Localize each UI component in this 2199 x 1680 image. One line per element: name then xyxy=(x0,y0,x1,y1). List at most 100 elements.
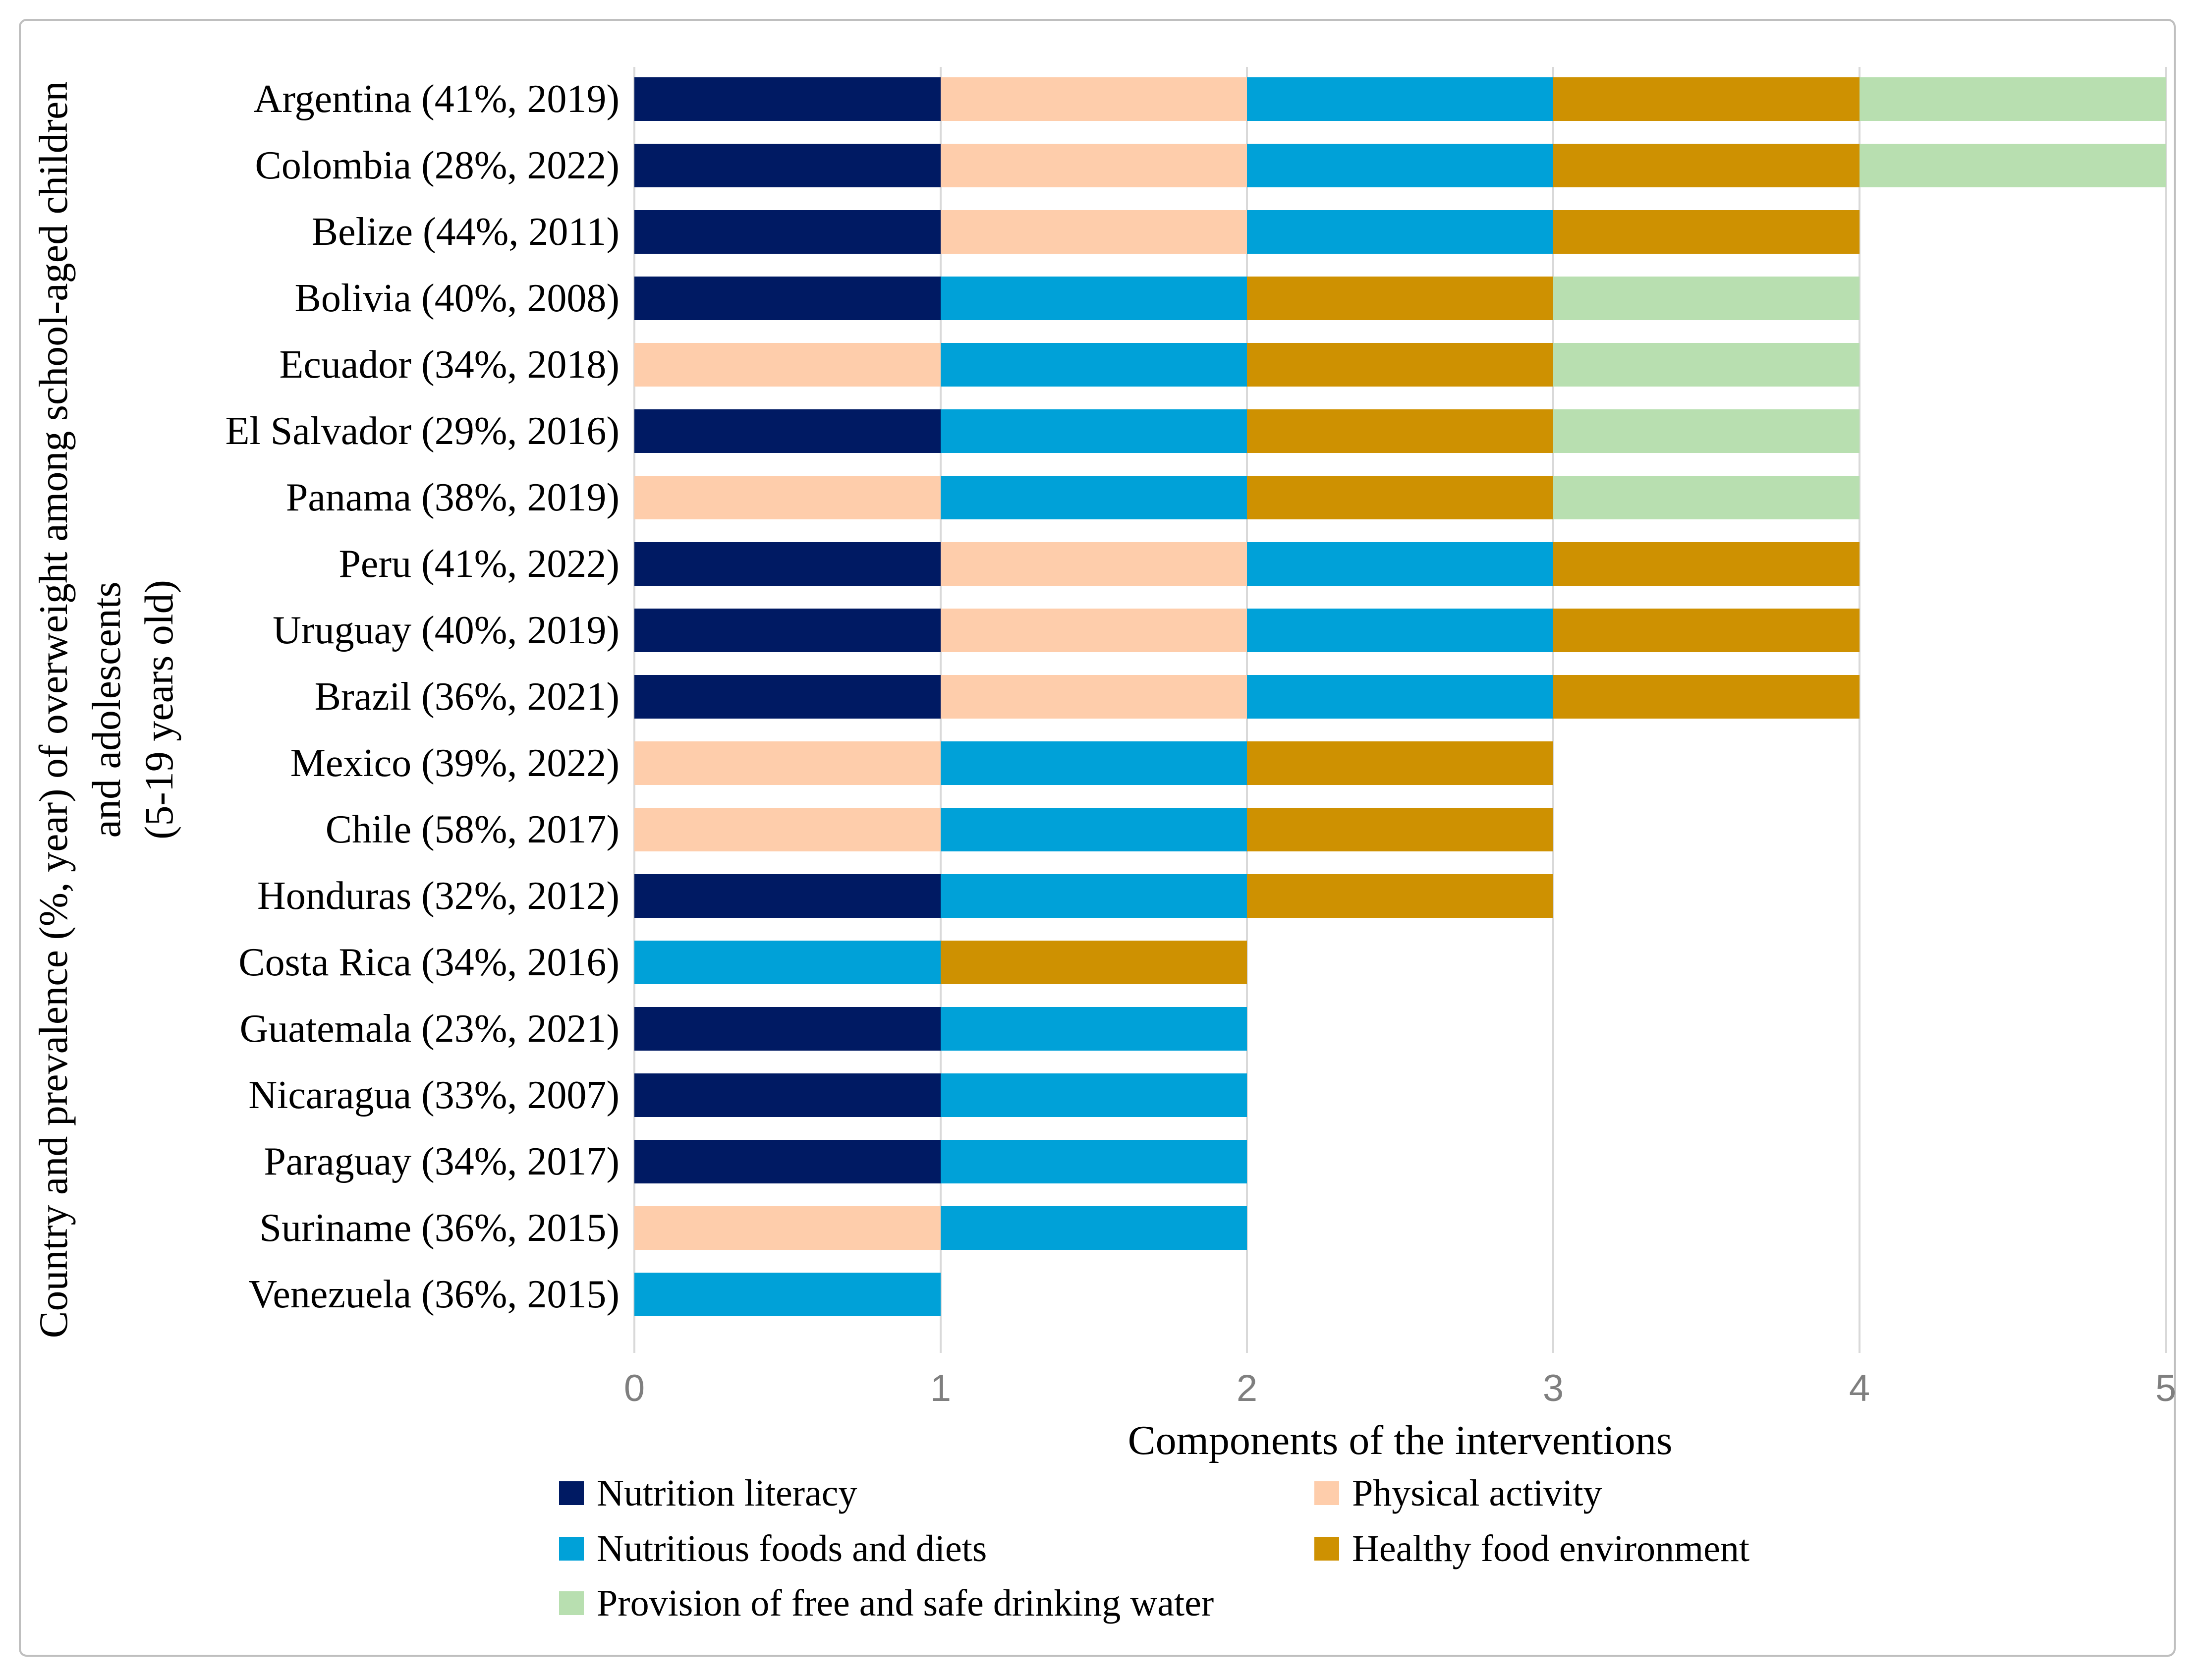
bar-segment-nutrition_literacy xyxy=(634,1007,941,1051)
bar-segment-nutrition_literacy xyxy=(634,675,941,719)
bar-segment-nutritious_foods xyxy=(941,1007,1247,1051)
x-tick-label: 0 xyxy=(623,1367,645,1409)
bar-segment-nutritious_foods xyxy=(941,277,1247,320)
category-label: Colombia (28%, 2022) xyxy=(255,143,620,187)
category-label: Ecuador (34%, 2018) xyxy=(279,342,620,387)
legend-item-physical_activity: Physical activity xyxy=(1314,1468,1602,1518)
legend-item-healthy_food_env: Healthy food environment xyxy=(1314,1524,1749,1573)
x-tick-label: 1 xyxy=(930,1367,952,1409)
bar-segment-physical_activity xyxy=(941,210,1247,254)
legend-label: Nutrition literacy xyxy=(597,1472,857,1514)
bar-segment-healthy_food_env xyxy=(1247,343,1553,387)
legend-item-nutrition_literacy: Nutrition literacy xyxy=(559,1468,857,1518)
bar-segment-physical_activity xyxy=(941,675,1247,719)
bar-segment-physical_activity xyxy=(941,609,1247,652)
legend-label: Nutritious foods and diets xyxy=(597,1527,987,1569)
bar-segment-nutritious_foods xyxy=(941,1140,1247,1183)
legend-label: Healthy food environment xyxy=(1352,1527,1750,1569)
legend-item-drinking_water: Provision of free and safe drinking wate… xyxy=(559,1578,1214,1628)
x-tick-label: 2 xyxy=(1236,1367,1258,1409)
bar-segment-nutrition_literacy xyxy=(634,1140,941,1183)
bar-segment-drinking_water xyxy=(1553,409,1860,453)
bar-segment-nutrition_literacy xyxy=(634,144,941,187)
bar-segment-nutritious_foods xyxy=(1247,210,1553,254)
bar-segment-nutrition_literacy xyxy=(634,409,941,453)
bar-segment-nutritious_foods xyxy=(941,874,1247,918)
bar-segment-drinking_water xyxy=(1860,77,2166,121)
bar-segment-healthy_food_env xyxy=(1247,874,1553,918)
x-tick-label: 4 xyxy=(1849,1367,1870,1409)
bar-segment-healthy_food_env xyxy=(1553,77,1860,121)
bar-segment-nutritious_foods xyxy=(1247,675,1553,719)
x-axis-title: Components of the interventions xyxy=(1128,1417,1673,1463)
bar-segment-nutritious_foods xyxy=(941,343,1247,387)
category-label: Paraguay (34%, 2017) xyxy=(264,1139,620,1183)
x-tick-label: 5 xyxy=(2155,1367,2177,1409)
bar-segment-nutritious_foods xyxy=(941,741,1247,785)
category-label: Costa Rica (34%, 2016) xyxy=(238,940,620,984)
legend-swatch-physical_activity xyxy=(1314,1481,1339,1505)
legend-label: Physical activity xyxy=(1352,1472,1602,1514)
bar-segment-nutritious_foods xyxy=(941,808,1247,851)
category-label: Venezuela (36%, 2015) xyxy=(248,1272,620,1316)
x-tick-label: 3 xyxy=(1542,1367,1564,1409)
gridline-4 xyxy=(1859,67,1861,1353)
bar-segment-healthy_food_env xyxy=(941,941,1247,984)
bar-segment-healthy_food_env xyxy=(1247,277,1553,320)
bar-segment-nutrition_literacy xyxy=(634,210,941,254)
category-label: Bolivia (40%, 2008) xyxy=(294,276,620,320)
category-label: Mexico (39%, 2022) xyxy=(290,741,620,785)
bar-segment-nutritious_foods xyxy=(634,1273,941,1316)
bar-segment-healthy_food_env xyxy=(1247,476,1553,519)
bar-segment-nutritious_foods xyxy=(1247,77,1553,121)
legend-label: Provision of free and safe drinking wate… xyxy=(597,1582,1214,1624)
category-label: Suriname (36%, 2015) xyxy=(259,1206,620,1250)
bar-segment-healthy_food_env xyxy=(1553,609,1860,652)
bar-segment-nutrition_literacy xyxy=(634,542,941,586)
bar-segment-nutrition_literacy xyxy=(634,77,941,121)
bar-segment-drinking_water xyxy=(1553,277,1860,320)
category-label: Panama (38%, 2019) xyxy=(285,475,620,519)
legend-swatch-nutritious_foods xyxy=(559,1537,584,1561)
bar-segment-physical_activity xyxy=(941,542,1247,586)
category-label: Guatemala (23%, 2021) xyxy=(239,1007,620,1051)
bar-segment-nutrition_literacy xyxy=(634,609,941,652)
category-label: Honduras (32%, 2012) xyxy=(257,874,620,918)
bar-segment-healthy_food_env xyxy=(1247,409,1553,453)
legend-swatch-nutrition_literacy xyxy=(559,1481,584,1505)
bar-segment-healthy_food_env xyxy=(1553,542,1860,586)
bar-segment-nutritious_foods xyxy=(634,941,941,984)
gridline-5 xyxy=(2165,67,2167,1353)
bar-segment-nutrition_literacy xyxy=(634,874,941,918)
bar-segment-physical_activity xyxy=(941,77,1247,121)
bar-segment-nutritious_foods xyxy=(1247,542,1553,586)
category-label: Argentina (41%, 2019) xyxy=(253,77,620,121)
legend-swatch-healthy_food_env xyxy=(1314,1537,1339,1561)
bar-segment-physical_activity xyxy=(634,476,941,519)
bar-segment-nutrition_literacy xyxy=(634,277,941,320)
bar-segment-physical_activity xyxy=(634,741,941,785)
bar-segment-healthy_food_env xyxy=(1247,808,1553,851)
bar-segment-healthy_food_env xyxy=(1247,741,1553,785)
category-label: Uruguay (40%, 2019) xyxy=(273,608,620,652)
legend-item-nutritious_foods: Nutritious foods and diets xyxy=(559,1524,987,1573)
bar-segment-healthy_food_env xyxy=(1553,144,1860,187)
category-label: El Salvador (29%, 2016) xyxy=(225,409,620,453)
category-label: Brazil (36%, 2021) xyxy=(314,674,620,719)
category-label: Peru (41%, 2022) xyxy=(338,542,620,586)
legend-swatch-drinking_water xyxy=(559,1591,584,1615)
bar-segment-physical_activity xyxy=(634,808,941,851)
bar-segment-nutritious_foods xyxy=(941,1073,1247,1117)
bar-segment-nutritious_foods xyxy=(941,409,1247,453)
bar-segment-healthy_food_env xyxy=(1553,210,1860,254)
bar-segment-drinking_water xyxy=(1553,476,1860,519)
bar-segment-nutritious_foods xyxy=(1247,609,1553,652)
bar-segment-drinking_water xyxy=(1553,343,1860,387)
bar-segment-drinking_water xyxy=(1860,144,2166,187)
bar-segment-physical_activity xyxy=(941,144,1247,187)
bar-segment-nutritious_foods xyxy=(1247,144,1553,187)
bar-segment-healthy_food_env xyxy=(1553,675,1860,719)
category-label: Nicaragua (33%, 2007) xyxy=(248,1073,620,1117)
category-label: Chile (58%, 2017) xyxy=(325,807,620,851)
